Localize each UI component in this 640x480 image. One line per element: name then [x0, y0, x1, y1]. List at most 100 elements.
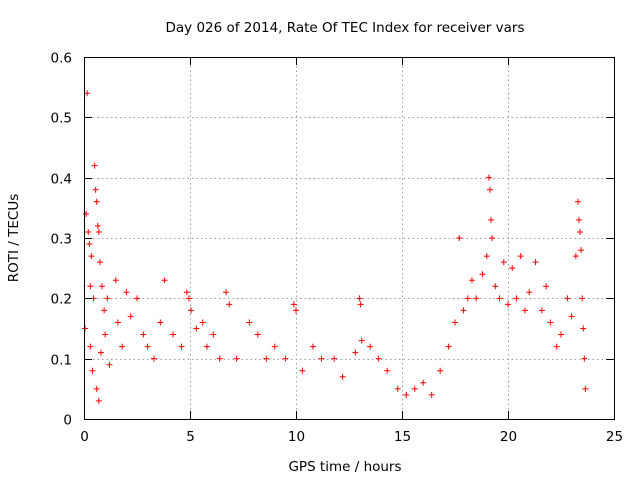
- data-point: [199, 319, 206, 326]
- data-point: [547, 319, 554, 326]
- data-point: [496, 295, 503, 302]
- data-point: [485, 174, 492, 181]
- data-point: [384, 367, 391, 374]
- data-point: [183, 289, 190, 296]
- data-point: [161, 277, 168, 284]
- data-point: [574, 198, 581, 205]
- data-point: [127, 313, 134, 320]
- data-point: [140, 331, 147, 338]
- data-point: [99, 283, 106, 290]
- data-point: [282, 355, 289, 362]
- data-point: [357, 301, 364, 308]
- data-point: [403, 391, 410, 398]
- data-point: [538, 307, 545, 314]
- data-point: [576, 216, 583, 223]
- data-point: [226, 301, 233, 308]
- x-tick-label: 20: [500, 429, 517, 445]
- data-point: [246, 319, 253, 326]
- data-point: [84, 90, 91, 97]
- data-point: [290, 301, 297, 308]
- plot-frame: [84, 57, 615, 420]
- data-point: [271, 343, 278, 350]
- data-point: [500, 259, 507, 266]
- data-point: [486, 186, 493, 193]
- data-point: [87, 283, 94, 290]
- data-point: [526, 289, 533, 296]
- data-point: [299, 367, 306, 374]
- data-points: [82, 90, 589, 404]
- chart-title: Day 026 of 2014, Rate Of TEC Index for r…: [166, 20, 525, 36]
- data-point: [318, 355, 325, 362]
- data-point: [150, 355, 157, 362]
- data-point: [339, 373, 346, 380]
- data-point: [170, 331, 177, 338]
- y-tick-label: 0.5: [51, 111, 72, 127]
- data-point: [210, 331, 217, 338]
- y-axis-label: ROTI / TECUs: [6, 194, 22, 282]
- data-point: [473, 295, 480, 302]
- data-point: [254, 331, 261, 338]
- data-point: [483, 253, 490, 260]
- x-tick-label: 0: [80, 429, 89, 445]
- data-point: [352, 349, 359, 356]
- data-point: [356, 295, 363, 302]
- y-tick-label: 0.2: [51, 292, 72, 308]
- data-point: [85, 228, 92, 235]
- data-point: [101, 307, 108, 314]
- data-point: [82, 325, 89, 332]
- data-point: [577, 228, 584, 235]
- data-point: [489, 235, 496, 241]
- data-point: [411, 385, 418, 392]
- data-point: [95, 397, 102, 404]
- y-tick-label: 0.3: [51, 232, 72, 248]
- data-point: [87, 343, 94, 350]
- data-point: [188, 307, 195, 314]
- data-point: [452, 319, 458, 326]
- data-point: [93, 198, 100, 205]
- data-point: [513, 295, 520, 302]
- data-point: [509, 265, 516, 272]
- data-point: [112, 277, 119, 284]
- data-point: [134, 295, 140, 302]
- data-point: [532, 259, 539, 266]
- data-point: [93, 385, 100, 392]
- data-point: [572, 253, 579, 260]
- data-point: [96, 259, 103, 266]
- x-tick-label: 5: [186, 429, 195, 445]
- data-point: [102, 331, 109, 338]
- data-point: [358, 337, 365, 344]
- data-point: [263, 355, 270, 362]
- data-point: [568, 313, 575, 320]
- data-point: [564, 295, 571, 302]
- y-tick-label: 0: [63, 413, 72, 429]
- data-point: [223, 289, 230, 296]
- data-point: [582, 385, 589, 392]
- y-tick-label: 0.4: [51, 172, 72, 188]
- data-point: [104, 295, 111, 302]
- data-point: [460, 307, 467, 314]
- x-tick-label: 25: [606, 429, 623, 445]
- grid-layer: [84, 57, 614, 419]
- x-axis-label: GPS time / hours: [288, 459, 401, 475]
- x-tick-label: 15: [394, 429, 411, 445]
- data-point: [293, 307, 299, 314]
- data-point: [91, 162, 98, 169]
- data-point: [456, 235, 463, 241]
- data-point: [420, 379, 427, 386]
- data-point: [123, 289, 130, 296]
- data-point: [428, 391, 435, 398]
- y-tick-label: 0.1: [51, 353, 72, 369]
- data-point: [553, 343, 560, 350]
- data-point: [492, 283, 499, 290]
- data-point: [178, 343, 185, 350]
- data-point: [193, 325, 200, 332]
- data-point: [106, 361, 113, 368]
- data-point: [144, 343, 151, 350]
- data-point: [95, 228, 102, 235]
- data-point: [479, 271, 486, 278]
- data-point: [114, 319, 121, 326]
- data-point: [309, 343, 316, 350]
- data-point: [464, 295, 471, 302]
- data-point: [505, 301, 511, 308]
